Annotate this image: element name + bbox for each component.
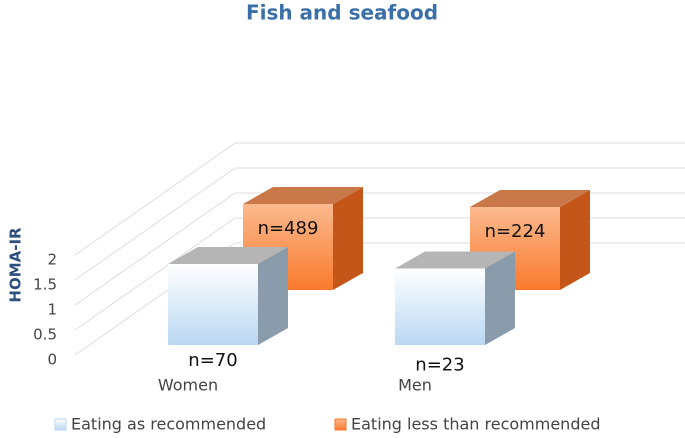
bar-side	[560, 190, 590, 290]
y-tick-label: 0	[47, 351, 57, 369]
bar-top	[168, 247, 288, 264]
legend-swatch	[334, 418, 347, 431]
bar-top	[243, 187, 363, 204]
legend-swatch	[54, 418, 67, 431]
grid-line	[74, 242, 685, 356]
grid-line	[74, 142, 685, 256]
legend-label: Eating less than recommended	[351, 415, 600, 434]
bar-top	[470, 190, 590, 207]
x-tick-label: Women	[158, 376, 218, 395]
bar	[395, 268, 485, 345]
y-tick-label: 1.5	[33, 276, 57, 294]
bar-side	[258, 247, 288, 345]
y-tick-label: 1	[47, 301, 57, 319]
grid-line	[74, 192, 685, 306]
bar-label: n=23	[415, 355, 464, 376]
bar-label: n=224	[485, 221, 546, 242]
bar	[168, 264, 258, 345]
y-axis-label: HOMA-IR	[7, 227, 25, 303]
bar-top	[395, 251, 515, 269]
grid-line	[74, 167, 685, 281]
bar-side	[333, 187, 363, 290]
y-tick-label: 2	[47, 251, 57, 269]
legend-label: Eating as recommended	[71, 415, 266, 434]
bar-side	[485, 251, 515, 345]
grid-line	[74, 217, 685, 331]
y-tick-label: 0.5	[33, 326, 57, 344]
bar-label: n=489	[258, 218, 319, 239]
chart-title: Fish and seafood	[246, 1, 438, 25]
bar-label: n=70	[188, 350, 237, 371]
x-tick-label: Men	[398, 376, 432, 395]
